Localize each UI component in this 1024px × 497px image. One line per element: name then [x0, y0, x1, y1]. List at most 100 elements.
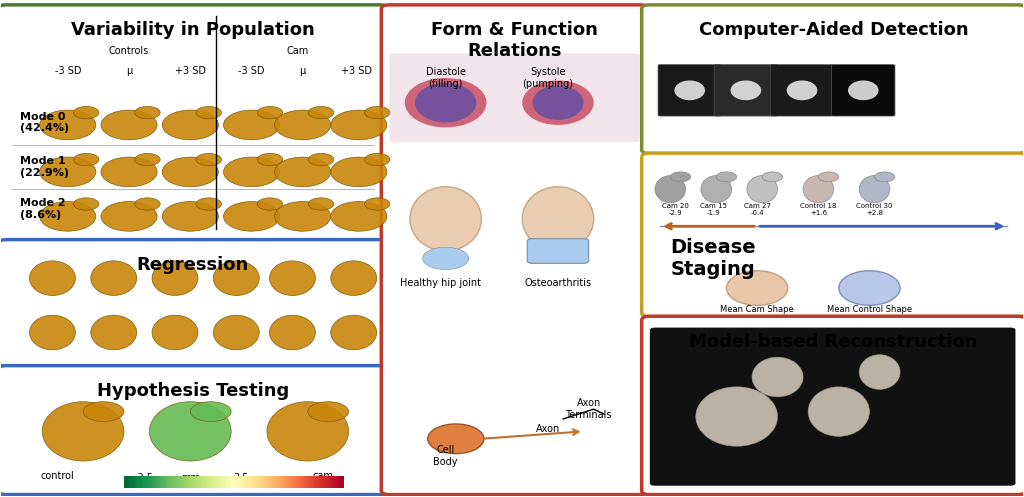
Ellipse shape	[730, 81, 761, 100]
Ellipse shape	[762, 172, 782, 182]
FancyBboxPatch shape	[650, 328, 1016, 486]
Text: Mode 2
(8.6%): Mode 2 (8.6%)	[19, 198, 66, 220]
Ellipse shape	[331, 261, 377, 295]
Text: -3 SD: -3 SD	[54, 66, 81, 76]
Text: Disease
Staging: Disease Staging	[671, 238, 756, 279]
Ellipse shape	[700, 175, 731, 203]
Text: Control 18
+1.6: Control 18 +1.6	[800, 203, 837, 216]
Text: mm: mm	[181, 473, 200, 483]
Ellipse shape	[101, 157, 157, 187]
Ellipse shape	[162, 157, 218, 187]
Ellipse shape	[365, 106, 390, 119]
Text: Mean Cam Shape: Mean Cam Shape	[720, 305, 794, 314]
FancyBboxPatch shape	[381, 5, 648, 495]
Ellipse shape	[40, 202, 96, 231]
Text: Healthy hip joint: Healthy hip joint	[400, 278, 481, 288]
Ellipse shape	[213, 315, 259, 350]
Ellipse shape	[74, 154, 99, 166]
Ellipse shape	[365, 198, 390, 210]
Ellipse shape	[162, 110, 218, 140]
Ellipse shape	[152, 261, 198, 295]
Ellipse shape	[410, 187, 481, 251]
FancyBboxPatch shape	[0, 5, 387, 243]
Text: -3 SD: -3 SD	[239, 66, 265, 76]
FancyBboxPatch shape	[770, 65, 834, 116]
Ellipse shape	[331, 202, 387, 231]
Ellipse shape	[655, 175, 686, 203]
Text: Cam: Cam	[287, 46, 308, 56]
Text: μ: μ	[126, 66, 132, 76]
Ellipse shape	[746, 175, 777, 203]
Ellipse shape	[859, 355, 900, 389]
Ellipse shape	[74, 106, 99, 119]
Ellipse shape	[786, 81, 817, 100]
Text: -3.5: -3.5	[135, 473, 154, 483]
Text: Mode 0
(42.4%): Mode 0 (42.4%)	[19, 112, 69, 133]
Ellipse shape	[696, 387, 777, 446]
FancyBboxPatch shape	[658, 65, 721, 116]
Text: Mean Control Shape: Mean Control Shape	[826, 305, 912, 314]
Ellipse shape	[752, 357, 803, 397]
Ellipse shape	[74, 198, 99, 210]
FancyBboxPatch shape	[714, 65, 777, 116]
Ellipse shape	[726, 271, 787, 305]
Text: Controls: Controls	[109, 46, 150, 56]
Ellipse shape	[522, 187, 594, 251]
Text: +3 SD: +3 SD	[175, 66, 206, 76]
FancyBboxPatch shape	[642, 316, 1024, 495]
Text: Control 30
+2.8: Control 30 +2.8	[856, 203, 893, 216]
Ellipse shape	[415, 83, 476, 122]
Ellipse shape	[365, 154, 390, 166]
Text: Axon
Terminals: Axon Terminals	[565, 398, 612, 420]
Ellipse shape	[269, 315, 315, 350]
Ellipse shape	[803, 175, 834, 203]
Ellipse shape	[223, 157, 280, 187]
Ellipse shape	[522, 81, 594, 125]
Ellipse shape	[818, 172, 839, 182]
Ellipse shape	[675, 81, 705, 100]
Ellipse shape	[269, 261, 315, 295]
Text: Cam 15
-1.9: Cam 15 -1.9	[699, 203, 727, 216]
Ellipse shape	[91, 315, 136, 350]
Ellipse shape	[423, 248, 469, 269]
Ellipse shape	[196, 106, 221, 119]
Ellipse shape	[162, 202, 218, 231]
Ellipse shape	[874, 172, 895, 182]
Ellipse shape	[404, 78, 486, 127]
Ellipse shape	[274, 202, 331, 231]
FancyBboxPatch shape	[831, 65, 895, 116]
Ellipse shape	[40, 110, 96, 140]
Text: μ: μ	[300, 66, 306, 76]
Ellipse shape	[839, 271, 900, 305]
Text: Axon: Axon	[536, 424, 560, 434]
Text: Model-based Reconstruction: Model-based Reconstruction	[689, 332, 978, 350]
Ellipse shape	[848, 81, 879, 100]
Ellipse shape	[257, 198, 283, 210]
Ellipse shape	[308, 198, 334, 210]
Ellipse shape	[308, 402, 348, 421]
Ellipse shape	[428, 424, 484, 454]
Ellipse shape	[308, 106, 334, 119]
Ellipse shape	[30, 261, 76, 295]
Ellipse shape	[331, 315, 377, 350]
Text: Cell
Body: Cell Body	[433, 445, 458, 467]
Text: Variability in Population: Variability in Population	[71, 21, 314, 39]
Text: Mode 1
(22.9%): Mode 1 (22.9%)	[19, 156, 69, 178]
Text: Hypothesis Testing: Hypothesis Testing	[96, 382, 289, 400]
Ellipse shape	[274, 110, 331, 140]
Ellipse shape	[91, 261, 136, 295]
Text: 3.5: 3.5	[233, 473, 249, 483]
Text: Computer-Aided Detection: Computer-Aided Detection	[698, 21, 969, 39]
Ellipse shape	[150, 402, 231, 461]
Text: Diastole
(filling): Diastole (filling)	[426, 67, 466, 89]
Ellipse shape	[152, 315, 198, 350]
Text: Regression: Regression	[137, 256, 249, 274]
Ellipse shape	[257, 154, 283, 166]
Ellipse shape	[42, 402, 124, 461]
Ellipse shape	[331, 157, 387, 187]
Ellipse shape	[135, 198, 160, 210]
FancyBboxPatch shape	[642, 153, 1024, 317]
Text: cam: cam	[312, 471, 334, 481]
Ellipse shape	[331, 110, 387, 140]
FancyBboxPatch shape	[642, 5, 1024, 154]
